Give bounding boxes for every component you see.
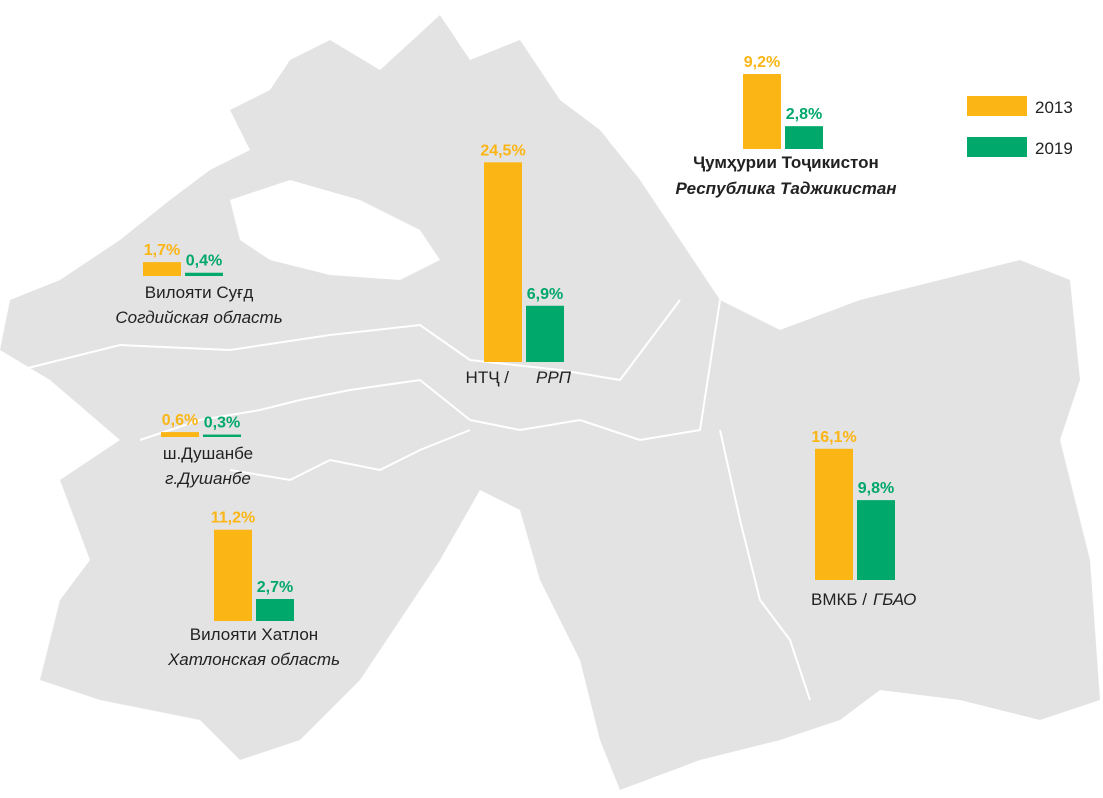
- region-name-ru: Хатлонская область: [167, 650, 340, 669]
- legend-label: 2019: [1035, 139, 1073, 158]
- value-label: 2,8%: [786, 106, 822, 123]
- bar: [743, 74, 781, 149]
- bar: [785, 126, 823, 149]
- bar: [143, 262, 181, 276]
- value-label: 2,7%: [257, 579, 293, 596]
- bar: [185, 272, 223, 276]
- region-name-ru: Согдийская область: [115, 308, 282, 327]
- region-name: Вилояти Суғд: [145, 283, 254, 302]
- bar: [857, 500, 895, 580]
- region-name-ru: Республика Таджикистан: [675, 179, 896, 198]
- value-label: 24,5%: [480, 142, 525, 159]
- region-name-ru: г.Душанбе: [165, 469, 251, 488]
- bar: [214, 529, 252, 621]
- inner-basin: [230, 180, 440, 280]
- value-label: 1,7%: [144, 242, 180, 259]
- value-label: 16,1%: [811, 429, 856, 446]
- region-name: Ҷумҳурии Тоҷикистон: [693, 153, 879, 172]
- bar: [526, 305, 564, 362]
- bar: [484, 162, 522, 362]
- bar: [203, 434, 241, 437]
- region-borders: [19, 299, 811, 701]
- bar: [815, 448, 853, 580]
- region-name: ВМКБ /: [811, 590, 867, 609]
- legend-swatch: [967, 137, 1027, 157]
- country-shape: [0, 15, 1100, 790]
- region-name: Вилояти Хатлон: [190, 625, 318, 644]
- value-label: 9,2%: [744, 54, 780, 71]
- value-label: 0,6%: [162, 412, 198, 429]
- chart-layer: 1,7% 0,4% Вилояти Суғд Согдийская область 0,…: [115, 54, 1072, 669]
- legend-swatch: [967, 96, 1027, 116]
- value-label: 11,2%: [211, 510, 255, 527]
- bar: [256, 598, 294, 621]
- region-name: НТҶ /: [466, 368, 510, 387]
- value-label: 0,3%: [204, 415, 240, 432]
- bar: [161, 432, 199, 437]
- legend-label: 2013: [1035, 98, 1073, 117]
- region-name-ru: РРП: [536, 368, 572, 387]
- region-name-ru: ГБАО: [873, 590, 916, 609]
- value-label: 9,8%: [858, 480, 894, 497]
- value-label: 0,4%: [186, 253, 222, 270]
- value-label: 6,9%: [527, 286, 563, 303]
- region-name: ш.Душанбе: [163, 444, 253, 463]
